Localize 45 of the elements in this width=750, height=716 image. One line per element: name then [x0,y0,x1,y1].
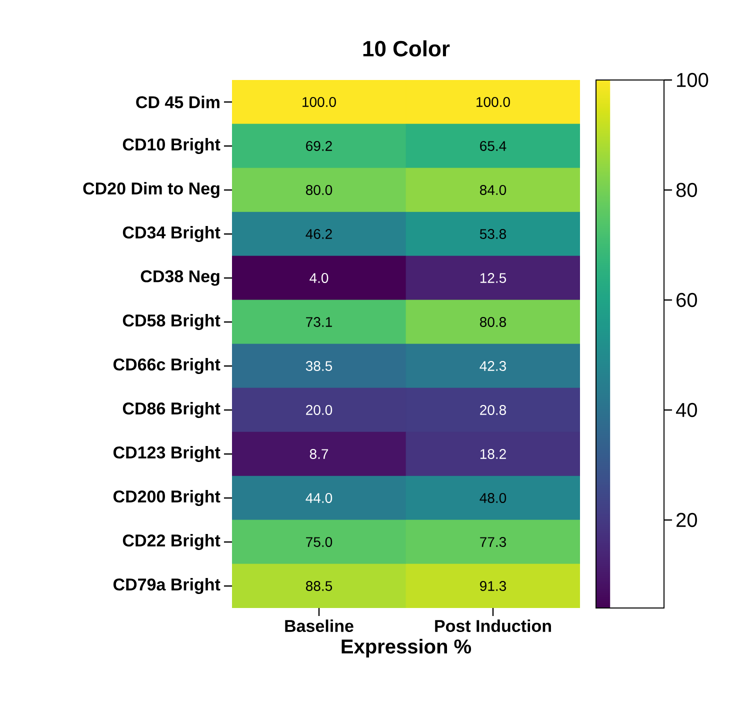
y-tick-label: CD66c Bright [113,358,220,374]
data-label: 8.7 [310,449,328,459]
x-axis-title: Expression % [342,638,472,658]
y-tick-label: CD58 Bright [122,314,220,330]
data-label: 38.5 [306,361,332,371]
data-label: 100.0 [302,97,336,107]
data-label: 77.3 [480,537,506,547]
data-label: 69.2 [306,141,332,151]
data-label: 53.8 [480,229,506,239]
y-tick-label: CD86 Bright [122,402,220,418]
y-tick-label: CD34 Bright [122,226,220,242]
color-bar-label: 40 [676,402,697,418]
y-tick-label: CD20 Dim to Neg [83,182,220,198]
data-label: 18.2 [480,449,506,459]
data-label: 44.0 [306,493,332,503]
data-label: 80.0 [306,185,332,195]
data-label: 48.0 [480,493,506,503]
data-label: 80.8 [480,317,506,327]
data-label: 91.3 [480,581,506,591]
color-bar-label: 100 [677,72,708,88]
data-label: 75.0 [306,537,332,547]
data-label: 46.2 [306,229,332,239]
x-tick-label: Baseline [285,620,354,632]
color-bar-label: 60 [676,292,697,308]
y-tick-label: CD79a Bright [113,578,220,594]
data-label: 42.3 [480,361,506,371]
y-tick-label: CD 45 Dim [136,96,220,108]
data-label: 12.5 [480,273,506,283]
y-tick-label: CD38 Neg [140,270,220,286]
data-label: 20.0 [306,405,332,415]
data-label: 100.0 [476,97,510,107]
data-label: 65.4 [480,141,506,151]
color-bar-label: 20 [676,512,697,528]
y-tick-label: CD10 Bright [122,138,220,154]
color-bar-label: 80 [676,182,697,198]
data-label: 20.8 [480,405,506,415]
y-tick-label: CD200 Bright [113,490,220,506]
x-tick-label: Post Induction [435,620,551,632]
chart-title: 10 Color [363,40,450,56]
data-label: 88.5 [306,581,332,591]
y-tick-label: CD123 Bright [113,446,220,462]
data-label: 4.0 [310,273,328,283]
y-tick-label: CD22 Bright [122,534,220,550]
data-label: 84.0 [480,185,506,195]
data-label: 73.1 [306,317,332,327]
